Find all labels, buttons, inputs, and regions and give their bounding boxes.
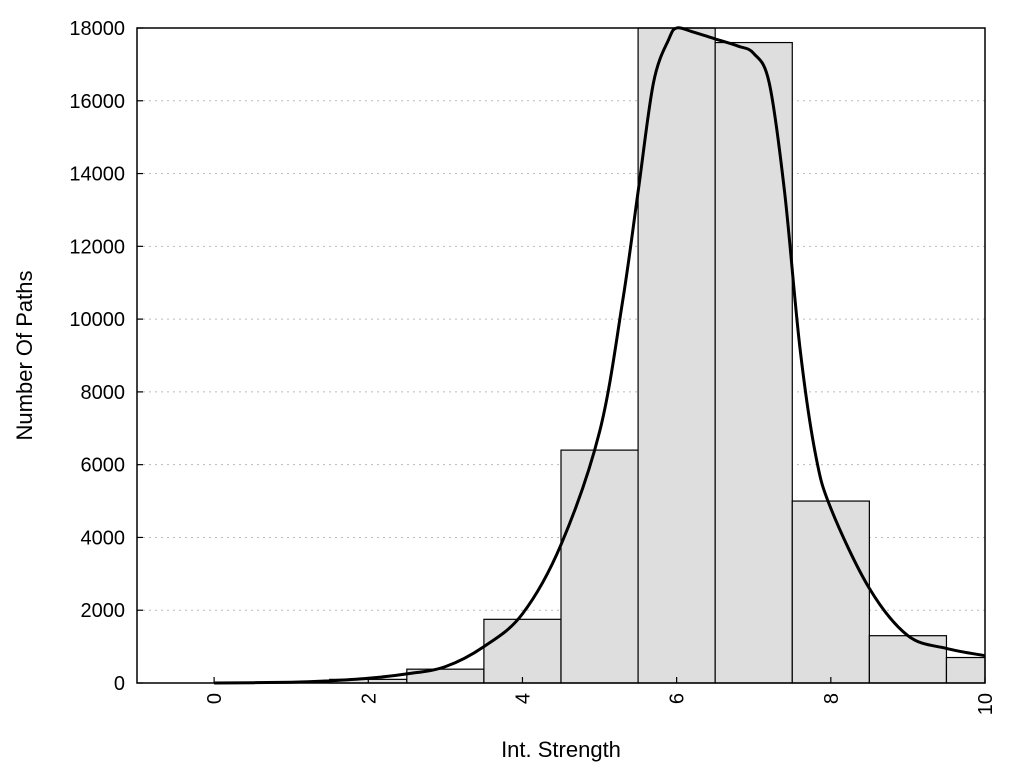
histogram-bar <box>637 27 716 684</box>
fit-curve <box>214 26 986 685</box>
histogram-bars <box>329 27 986 684</box>
fit-curve-line <box>214 26 986 685</box>
y-axis-ticks: 0 2000 4000 6000 8000 10000 12000 14000 16000 180… <box>69 18 143 695</box>
histogram-bar <box>791 500 870 684</box>
x-tick-label: 8 <box>821 693 843 704</box>
histogram-bar <box>714 41 793 684</box>
y-tick-label: 8000 <box>81 382 126 404</box>
histogram-bar <box>868 635 948 684</box>
x-tick-label: 4 <box>512 693 534 704</box>
plot-frame <box>136 27 986 684</box>
x-axis-ticks: 0 2 4 6 8 10 <box>204 677 997 715</box>
x-axis-title: Int. Strength <box>501 737 621 762</box>
y-tick-label: 14000 <box>69 164 125 186</box>
x-tick-label: 6 <box>667 693 689 704</box>
histogram-bar <box>483 618 562 684</box>
y-tick-label: 10000 <box>69 309 125 331</box>
histogram-bar <box>560 449 639 684</box>
histogram-bar <box>945 656 986 684</box>
x-tick-label: 10 <box>975 693 997 715</box>
y-axis-title: Number Of Paths <box>12 271 37 441</box>
y-tick-label: 4000 <box>81 527 126 549</box>
y-tick-label: 2000 <box>81 600 126 622</box>
y-tick-label: 12000 <box>69 236 125 258</box>
y-tick-label: 6000 <box>81 455 126 477</box>
y-tick-label: 0 <box>114 673 125 695</box>
y-tick-label: 16000 <box>69 91 125 113</box>
y-tick-label: 18000 <box>69 18 125 40</box>
x-tick-label: 2 <box>358 693 380 704</box>
x-tick-label: 0 <box>204 693 226 704</box>
